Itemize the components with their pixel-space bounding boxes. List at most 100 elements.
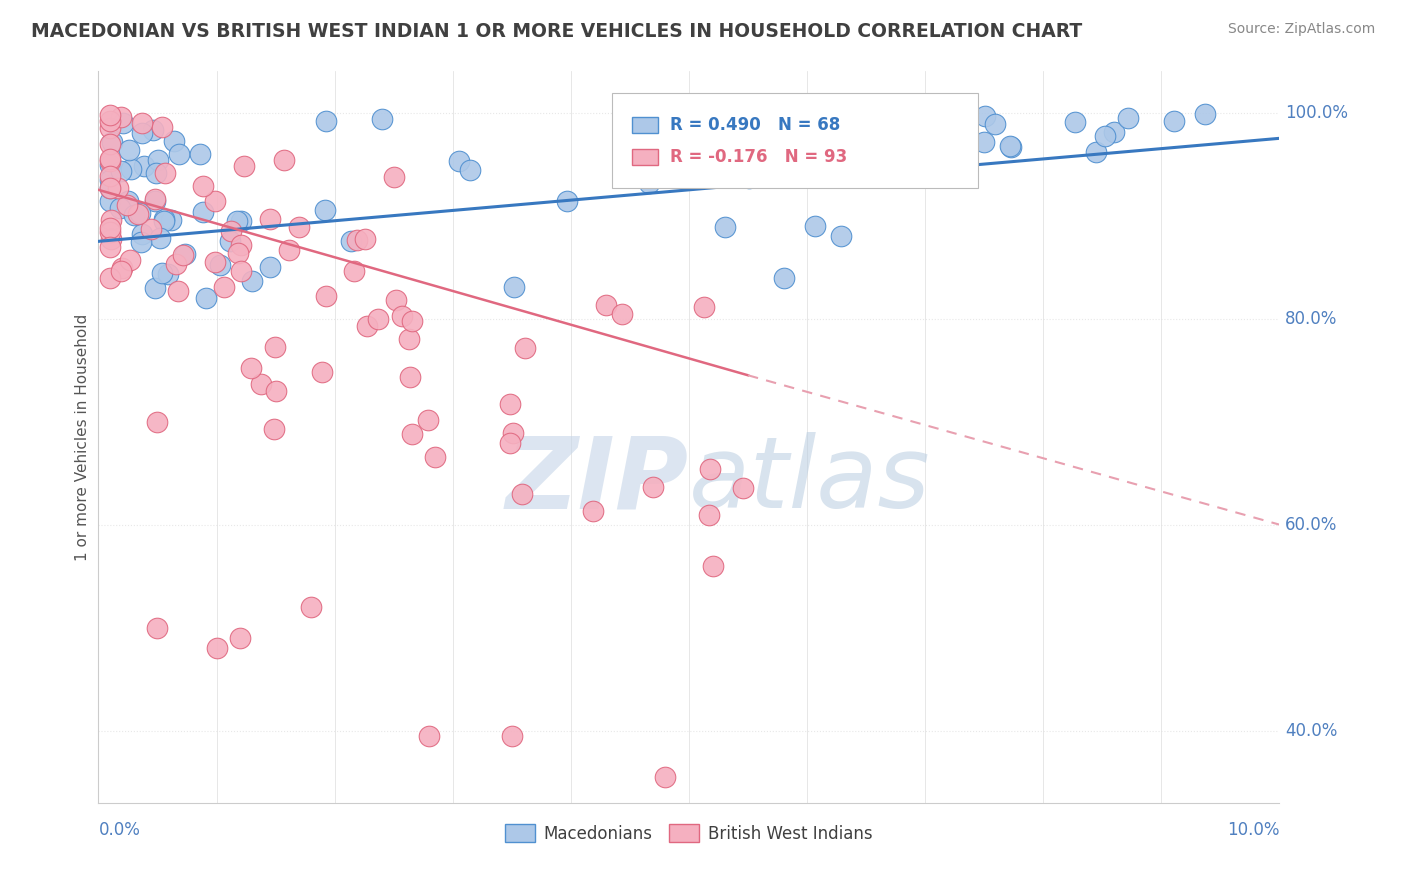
- Point: [98, 240, 121, 254]
- Text: R = 0.490   N = 68: R = 0.490 N = 68: [671, 116, 841, 134]
- Point: [146, 415, 169, 429]
- Point: [127, 207, 149, 221]
- Point: [98, 225, 121, 239]
- Point: [153, 166, 176, 180]
- Point: [115, 198, 138, 212]
- Point: [643, 480, 665, 494]
- Point: [382, 170, 405, 185]
- Bar: [633, 149, 658, 165]
- Point: [98, 173, 121, 187]
- Point: [299, 600, 322, 615]
- Point: [98, 113, 121, 128]
- Point: [162, 134, 184, 148]
- Point: [188, 146, 211, 161]
- Point: [803, 219, 825, 233]
- Point: [401, 314, 423, 328]
- Text: 10.0%: 10.0%: [1227, 822, 1279, 839]
- Text: 100.0%: 100.0%: [1285, 103, 1348, 121]
- Point: [165, 257, 187, 271]
- Point: [167, 147, 190, 161]
- Point: [513, 342, 536, 356]
- Point: [101, 135, 124, 149]
- Point: [131, 227, 153, 242]
- Point: [153, 214, 176, 228]
- Point: [1163, 114, 1185, 128]
- Point: [416, 413, 439, 427]
- Point: [131, 235, 153, 250]
- Point: [354, 232, 377, 246]
- Point: [287, 220, 309, 235]
- Point: [638, 176, 661, 190]
- Point: [191, 179, 214, 194]
- Text: MACEDONIAN VS BRITISH WEST INDIAN 1 OR MORE VEHICLES IN HOUSEHOLD CORRELATION CH: MACEDONIAN VS BRITISH WEST INDIAN 1 OR M…: [31, 22, 1083, 41]
- Point: [714, 220, 737, 235]
- Point: [418, 729, 440, 743]
- Point: [98, 181, 121, 195]
- Point: [314, 203, 336, 218]
- Point: [510, 487, 533, 501]
- Point: [225, 214, 247, 228]
- Point: [146, 621, 169, 635]
- FancyBboxPatch shape: [612, 94, 979, 188]
- Point: [120, 252, 142, 267]
- Point: [143, 281, 166, 295]
- Point: [830, 229, 852, 244]
- Point: [132, 160, 155, 174]
- Point: [117, 194, 139, 208]
- Point: [391, 309, 413, 323]
- Point: [973, 136, 995, 150]
- Point: [697, 508, 720, 522]
- Point: [150, 266, 173, 280]
- Point: [311, 365, 333, 379]
- Text: R = -0.176   N = 93: R = -0.176 N = 93: [671, 148, 848, 166]
- Point: [98, 154, 121, 169]
- Legend: Macedonians, British West Indians: Macedonians, British West Indians: [499, 818, 879, 849]
- Point: [263, 340, 285, 354]
- Text: atlas: atlas: [689, 433, 931, 530]
- Point: [166, 284, 188, 298]
- Point: [401, 427, 423, 442]
- Point: [172, 248, 194, 262]
- Point: [108, 201, 131, 215]
- Point: [98, 158, 121, 172]
- Point: [219, 224, 242, 238]
- Point: [231, 214, 253, 228]
- Point: [250, 376, 273, 391]
- Point: [98, 108, 121, 122]
- Point: [502, 425, 524, 440]
- Point: [110, 264, 132, 278]
- Point: [1194, 106, 1216, 120]
- Point: [226, 245, 249, 260]
- Point: [120, 161, 142, 176]
- Point: [98, 137, 121, 152]
- Point: [157, 267, 180, 281]
- Text: 60.0%: 60.0%: [1285, 516, 1337, 533]
- Point: [98, 181, 121, 195]
- Point: [122, 208, 145, 222]
- Text: 80.0%: 80.0%: [1285, 310, 1337, 327]
- Point: [699, 462, 721, 476]
- Point: [370, 112, 392, 126]
- Point: [973, 109, 995, 123]
- Bar: [633, 117, 658, 133]
- Point: [153, 211, 176, 226]
- Point: [233, 159, 256, 173]
- Point: [204, 255, 226, 269]
- Point: [98, 194, 121, 208]
- Point: [160, 212, 183, 227]
- Point: [343, 264, 366, 278]
- Point: [1102, 125, 1125, 139]
- Point: [240, 274, 263, 288]
- Point: [582, 504, 605, 518]
- Point: [447, 153, 470, 168]
- Point: [610, 307, 633, 321]
- Point: [191, 205, 214, 219]
- Point: [385, 293, 408, 307]
- Point: [1116, 111, 1139, 125]
- Point: [1084, 145, 1107, 160]
- Point: [346, 233, 368, 247]
- Point: [1094, 128, 1116, 143]
- Point: [194, 291, 217, 305]
- Point: [555, 194, 578, 209]
- Point: [731, 482, 754, 496]
